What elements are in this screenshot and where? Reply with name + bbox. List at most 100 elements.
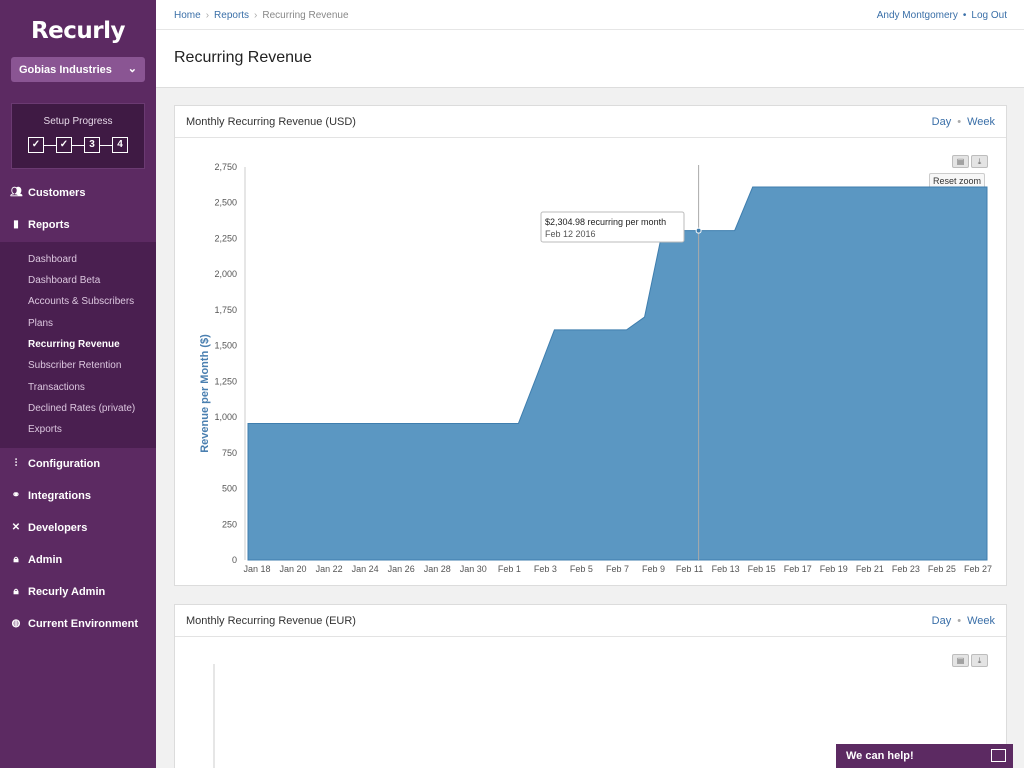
topbar: Home › Reports › Recurring Revenue Andy Mont… bbox=[156, 0, 1024, 30]
x-tick-label: Jan 26 bbox=[388, 564, 415, 574]
eur-week-link[interactable]: Week bbox=[967, 615, 995, 627]
eur-panel-header: Monthly Recurring Revenue (EUR) Day • Week bbox=[175, 605, 1006, 637]
breadcrumb-home[interactable]: Home bbox=[174, 10, 201, 21]
y-tick-label: 2,000 bbox=[214, 269, 237, 279]
x-tick-label: Feb 5 bbox=[570, 564, 593, 574]
subnav-recurring-revenue[interactable]: Recurring Revenue bbox=[28, 339, 120, 350]
print-icon[interactable]: ▤ bbox=[952, 654, 969, 667]
print-icon[interactable]: ▤ bbox=[952, 155, 969, 168]
nav-recurly-admin[interactable]: 🔒︎ Recurly Admin bbox=[0, 577, 156, 607]
usd-day-link[interactable]: Day bbox=[931, 116, 952, 128]
nav-admin-label: Admin bbox=[28, 554, 63, 566]
nav-current-environment-label: Current Environment bbox=[28, 618, 139, 630]
x-tick-label: Jan 18 bbox=[243, 564, 270, 574]
y-axis-label: Revenue per Month ($) bbox=[199, 334, 211, 453]
logout-link[interactable]: Log Out bbox=[971, 10, 1007, 21]
y-tick-label: 1,750 bbox=[214, 305, 237, 315]
subnav-accounts-subscribers[interactable]: Accounts & Subscribers bbox=[28, 296, 135, 307]
subnav-exports[interactable]: Exports bbox=[28, 424, 62, 435]
revenue-area-series[interactable] bbox=[247, 186, 988, 561]
page-header: Recurring Revenue bbox=[156, 30, 1024, 88]
chevron-down-icon: ⌄ bbox=[127, 63, 137, 75]
plug-icon: ⚭ bbox=[11, 490, 21, 501]
tooltip-box bbox=[540, 211, 685, 243]
x-tick-label: Jan 24 bbox=[352, 564, 379, 574]
separator-dot: • bbox=[957, 615, 962, 627]
company-selector[interactable]: Gobias Industries ⌄ bbox=[11, 57, 145, 82]
subnav-transactions[interactable]: Transactions bbox=[28, 382, 85, 393]
eur-chart-buttons: ▤ ⤓ bbox=[952, 654, 988, 667]
nav-developers[interactable]: ✕ Developers bbox=[0, 513, 156, 543]
breadcrumb-reports[interactable]: Reports bbox=[214, 10, 250, 21]
x-tick-label: Jan 30 bbox=[460, 564, 487, 574]
page-title: Recurring Revenue bbox=[174, 49, 312, 66]
setup-step-1-check-icon[interactable]: ✓ bbox=[28, 137, 44, 153]
y-tick-label: 2,500 bbox=[214, 198, 237, 208]
breadcrumb: Home › Reports › Recurring Revenue bbox=[174, 10, 349, 21]
x-tick-label: Jan 20 bbox=[280, 564, 307, 574]
x-tick-label: Feb 27 bbox=[964, 564, 992, 574]
usd-chart-panel: Monthly Recurring Revenue (USD) Day • Week… bbox=[174, 105, 1007, 586]
setup-step-3[interactable]: 3 bbox=[84, 137, 100, 153]
user-name-link[interactable]: Andy Montgomery bbox=[876, 10, 958, 21]
y-tick-label: 0 bbox=[232, 555, 237, 565]
x-tick-label: Feb 13 bbox=[712, 564, 740, 574]
help-widget[interactable]: We can help! bbox=[836, 744, 1013, 768]
sliders-icon: ⫶ bbox=[14, 458, 18, 469]
tooltip-marker bbox=[695, 227, 702, 234]
reports-submenu: Dashboard Dashboard Beta Accounts & Subs… bbox=[0, 242, 156, 448]
separator-dot: • bbox=[962, 10, 967, 21]
y-tick-label: 1,000 bbox=[214, 412, 237, 422]
x-tick-label: Jan 22 bbox=[316, 564, 343, 574]
setup-step-2-check-icon[interactable]: ✓ bbox=[56, 137, 72, 153]
usd-granularity-toggle: Day • Week bbox=[932, 116, 995, 128]
recurly-logo[interactable]: Recurly bbox=[30, 18, 126, 44]
setup-steps: ✓ ✓ 3 4 bbox=[28, 137, 128, 153]
users-icon: 👥︎ bbox=[10, 187, 23, 198]
setup-step-4[interactable]: 4 bbox=[112, 137, 128, 153]
subnav-subscriber-retention[interactable]: Subscriber Retention bbox=[28, 360, 122, 371]
subnav-plans[interactable]: Plans bbox=[28, 318, 54, 329]
separator-dot: • bbox=[957, 116, 962, 128]
nav-admin[interactable]: 🔒︎ Admin bbox=[0, 545, 156, 575]
bar-chart-icon: ▮ bbox=[13, 219, 19, 230]
y-tick-label: 1,250 bbox=[214, 376, 237, 386]
eur-revenue-chart bbox=[213, 664, 215, 768]
nav-integrations[interactable]: ⚭ Integrations bbox=[0, 481, 156, 511]
nav-customers[interactable]: 👥︎ Customers bbox=[0, 178, 156, 208]
chat-window-icon bbox=[991, 749, 1006, 762]
step-divider bbox=[72, 144, 84, 146]
x-tick-label: Feb 1 bbox=[498, 564, 521, 574]
download-icon[interactable]: ⤓ bbox=[971, 654, 988, 667]
usd-week-link[interactable]: Week bbox=[967, 116, 995, 128]
setup-progress[interactable]: Setup Progress ✓ ✓ 3 4 bbox=[11, 103, 145, 169]
x-tick-label: Feb 17 bbox=[784, 564, 812, 574]
eur-chart-panel: Monthly Recurring Revenue (EUR) Day • Week… bbox=[174, 604, 1007, 768]
nav-configuration[interactable]: ⫶ Configuration bbox=[0, 449, 156, 479]
subnav-declined-rates[interactable]: Declined Rates (private) bbox=[28, 403, 136, 414]
subnav-dashboard-beta[interactable]: Dashboard Beta bbox=[28, 275, 101, 286]
tools-icon: ✕ bbox=[11, 522, 21, 533]
user-menu: Andy Montgomery • Log Out bbox=[877, 10, 1007, 21]
y-tick-label: 2,750 bbox=[214, 162, 237, 172]
usd-panel-header: Monthly Recurring Revenue (USD) Day • Week bbox=[175, 106, 1006, 138]
x-tick-label: Jan 28 bbox=[424, 564, 451, 574]
breadcrumb-separator: › bbox=[254, 10, 258, 21]
eur-day-link[interactable]: Day bbox=[931, 615, 952, 627]
usd-chart-buttons: ▤ ⤓ bbox=[952, 155, 988, 168]
download-icon[interactable]: ⤓ bbox=[971, 155, 988, 168]
y-tick-label: 750 bbox=[222, 448, 237, 458]
tooltip-value: $2,304.98 recurring per month bbox=[545, 217, 666, 227]
tooltip-date: Feb 12 2016 bbox=[545, 229, 596, 239]
nav-current-environment[interactable]: ◍ Current Environment bbox=[0, 609, 156, 639]
breadcrumb-separator: › bbox=[205, 10, 210, 21]
nav-reports[interactable]: ▮ Reports bbox=[0, 210, 156, 240]
nav-recurly-admin-label: Recurly Admin bbox=[28, 586, 106, 598]
x-tick-label: Feb 7 bbox=[606, 564, 629, 574]
y-tick-label: 500 bbox=[222, 484, 237, 494]
nav-developers-label: Developers bbox=[28, 522, 88, 534]
company-name: Gobias Industries bbox=[19, 64, 112, 76]
globe-icon: ◍ bbox=[11, 618, 21, 629]
breadcrumb-current: Recurring Revenue bbox=[262, 10, 349, 21]
subnav-dashboard[interactable]: Dashboard bbox=[28, 254, 77, 265]
